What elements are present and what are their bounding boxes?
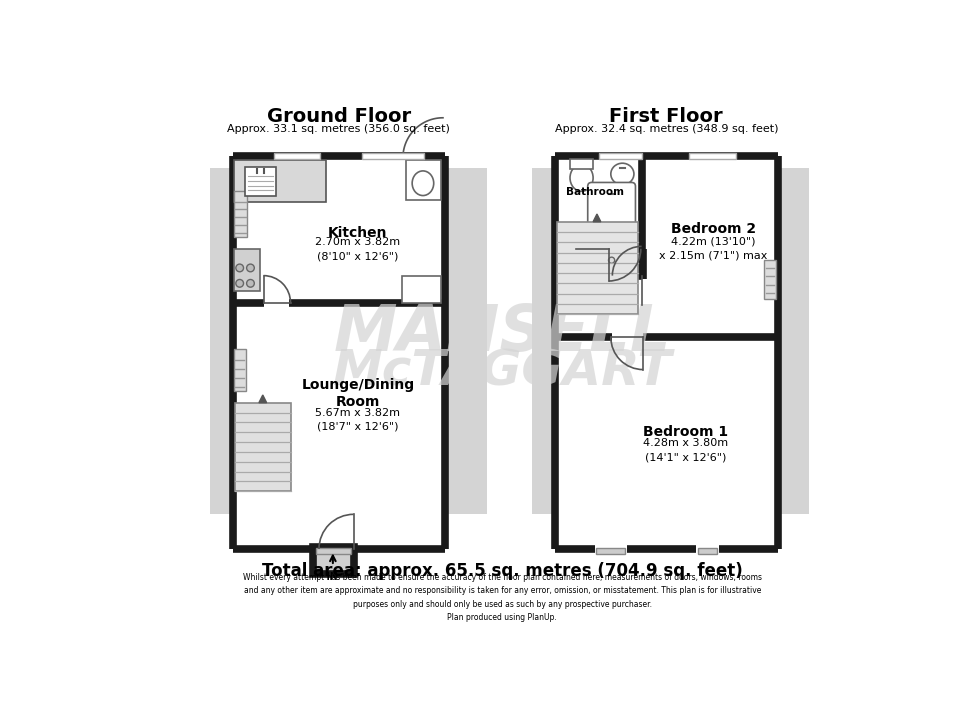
Text: Bedroom 1: Bedroom 1 xyxy=(643,425,728,439)
Text: 4.22m (13'10")
x 2.15m (7'1") max: 4.22m (13'10") x 2.15m (7'1") max xyxy=(660,236,767,261)
Bar xyxy=(316,548,352,555)
Text: 2.70m x 3.82m
(8'10" x 12'6"): 2.70m x 3.82m (8'10" x 12'6") xyxy=(316,237,401,261)
Bar xyxy=(313,547,354,574)
Text: Bedroom 2: Bedroom 2 xyxy=(671,222,757,236)
Text: Ground Floor: Ground Floor xyxy=(267,107,411,126)
Bar xyxy=(210,168,487,514)
Circle shape xyxy=(609,257,614,263)
Circle shape xyxy=(247,264,255,272)
Bar xyxy=(273,153,319,159)
Polygon shape xyxy=(259,395,267,403)
Bar xyxy=(235,403,290,491)
Bar xyxy=(764,260,775,299)
Bar xyxy=(406,160,441,200)
Bar xyxy=(600,153,642,159)
Bar xyxy=(531,168,808,514)
Text: Approx. 33.1 sq. metres (356.0 sq. feet): Approx. 33.1 sq. metres (356.0 sq. feet) xyxy=(227,124,450,134)
Bar xyxy=(557,221,638,314)
Bar xyxy=(596,548,625,555)
Ellipse shape xyxy=(611,163,634,185)
Bar xyxy=(233,156,445,549)
Bar xyxy=(363,153,423,159)
Circle shape xyxy=(236,280,244,287)
Text: Lounge/Dining
Room: Lounge/Dining Room xyxy=(301,378,415,409)
Bar xyxy=(233,191,247,237)
Text: Total area: approx. 65.5 sq. metres (704.9 sq. feet): Total area: approx. 65.5 sq. metres (704… xyxy=(262,562,743,580)
Text: First Floor: First Floor xyxy=(610,107,723,126)
FancyBboxPatch shape xyxy=(588,182,635,273)
Text: Bathroom: Bathroom xyxy=(565,187,623,197)
Bar xyxy=(570,159,593,169)
Text: McTAGGART: McTAGGART xyxy=(332,348,672,396)
Text: IN: IN xyxy=(327,572,338,582)
Bar xyxy=(245,167,276,197)
Bar xyxy=(233,160,326,202)
Text: 5.67m x 3.82m
(18'7" x 12'6"): 5.67m x 3.82m (18'7" x 12'6") xyxy=(316,407,401,431)
Bar xyxy=(698,548,717,555)
Bar xyxy=(689,153,736,159)
Bar xyxy=(233,248,261,291)
Text: Approx. 32.4 sq. metres (348.9 sq. feet): Approx. 32.4 sq. metres (348.9 sq. feet) xyxy=(555,124,778,134)
Bar xyxy=(233,349,246,391)
Bar xyxy=(402,276,441,303)
Circle shape xyxy=(247,280,255,287)
Text: Whilst every attempt has been made to ensure the accuracy of the floor plan cont: Whilst every attempt has been made to en… xyxy=(243,573,761,622)
Text: 4.28m x 3.80m
(14'1" x 12'6"): 4.28m x 3.80m (14'1" x 12'6") xyxy=(643,439,728,462)
Polygon shape xyxy=(593,214,601,221)
Text: Kitchen: Kitchen xyxy=(328,226,388,240)
Text: MANSELL: MANSELL xyxy=(333,303,671,365)
Bar xyxy=(555,156,778,549)
Circle shape xyxy=(236,264,244,272)
Ellipse shape xyxy=(570,164,593,192)
Ellipse shape xyxy=(413,171,434,196)
